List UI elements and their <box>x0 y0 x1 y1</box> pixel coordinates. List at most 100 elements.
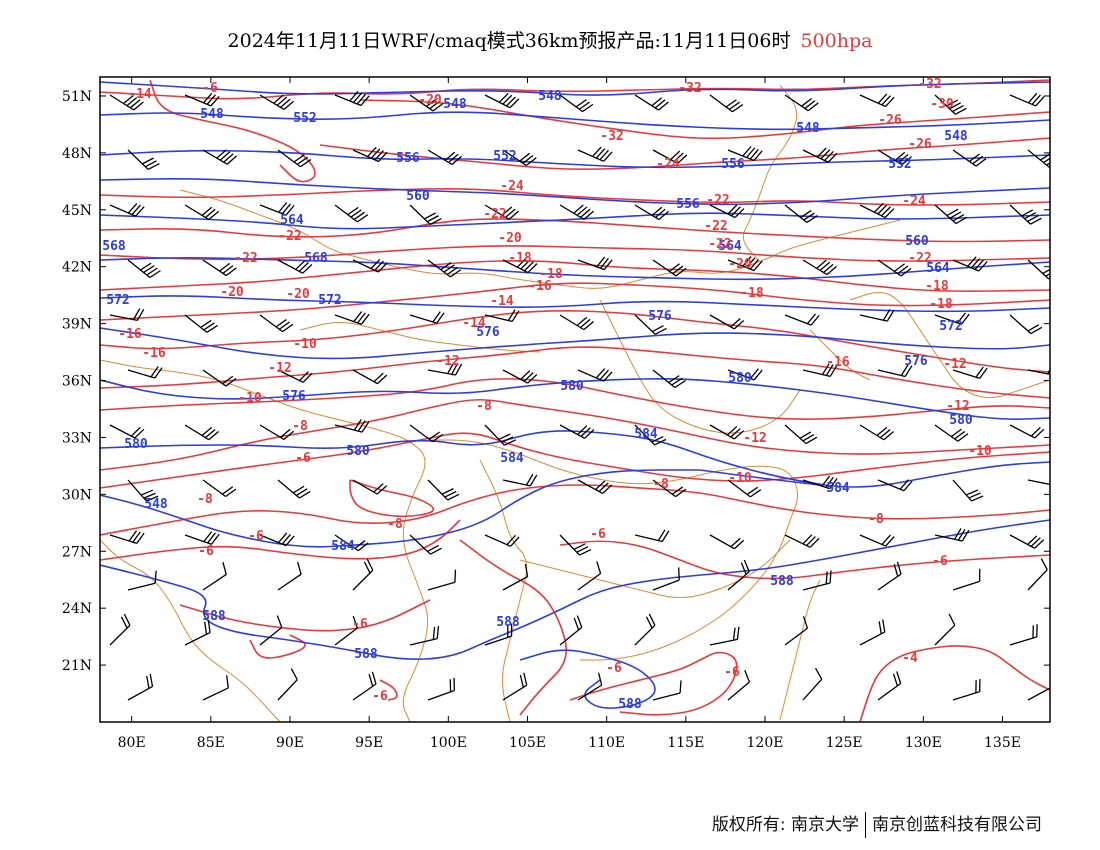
geographic-boundaries <box>100 84 1050 722</box>
boundary-line <box>100 359 428 722</box>
wind-barb <box>652 369 686 389</box>
wind-barb <box>577 672 603 701</box>
wind-barb <box>559 424 595 439</box>
height-contour-label: 576 <box>904 354 928 369</box>
longitude-labels: 80E 85E 90E 95E 100E 105E 110E 115E 120E 125E 130E… <box>118 735 1021 751</box>
wind-barb <box>259 314 294 333</box>
wind-barb <box>709 424 745 440</box>
wind-barb <box>634 314 667 335</box>
wind-barb <box>109 530 145 544</box>
height-contour-label: 564 <box>718 239 742 254</box>
wind-barb <box>1009 624 1038 646</box>
lat-label: 33N <box>62 430 92 446</box>
lon-label: 120E <box>747 735 784 751</box>
height-contour <box>100 519 1050 660</box>
wind-barb <box>109 308 145 321</box>
wind-barb <box>709 534 745 550</box>
temperature-contour-label: -14 <box>462 316 486 331</box>
height-contour-label: 576 <box>476 325 500 340</box>
temperature-contour <box>100 398 1050 471</box>
height-contour-label: 584 <box>826 481 850 496</box>
lat-label: 30N <box>62 487 92 503</box>
height-contour-label: 552 <box>888 157 911 172</box>
temperature-contour-label: -6 <box>248 529 264 544</box>
temperature-contour-label: -12 <box>743 431 766 446</box>
wind-barb <box>802 475 838 490</box>
title-main: 2024年11月11日WRF/cmaq模式36km预报产品:11月11日06时 <box>227 30 791 52</box>
wind-barb <box>277 259 313 274</box>
wind-barb <box>634 424 667 446</box>
wind-barb <box>127 570 157 591</box>
lon-label: 135E <box>984 735 1021 751</box>
temperature-contour-label: -20 <box>220 285 244 300</box>
temperature-contour-label: -16 <box>118 327 142 342</box>
boundary-line <box>809 329 871 381</box>
wind-barb <box>184 204 220 221</box>
wind-barb <box>877 479 913 492</box>
wind-barb <box>952 678 981 701</box>
boundary-line <box>849 292 1050 398</box>
lat-label: 27N <box>62 544 92 560</box>
temperature-contour-label: -12 <box>946 399 969 414</box>
height-contour-label: 556 <box>396 151 420 166</box>
lon-label: 95E <box>355 735 383 751</box>
map-title: 2024年11月11日WRF/cmaq模式36km预报产品:11月11日06时 5… <box>0 26 1100 53</box>
wind-barb <box>277 149 312 168</box>
temperature-contour-label: -10 <box>238 391 262 406</box>
wind-barb <box>409 94 444 112</box>
wind-barb <box>859 309 895 322</box>
temperature-contour-label: -16 <box>142 346 166 361</box>
height-contour-label: 576 <box>282 389 306 404</box>
temperature-contour-label: -8 <box>868 512 884 527</box>
wind-barb <box>634 204 670 221</box>
wind-barb <box>802 667 823 701</box>
lon-label: 100E <box>430 735 467 751</box>
wind-barb <box>352 258 388 273</box>
height-contour-label: 588 <box>354 647 378 662</box>
temperature-contour <box>559 540 1050 580</box>
wind-barb <box>427 259 462 278</box>
temperature-contour-label: -18 <box>539 267 563 282</box>
wind-barb <box>1027 558 1048 591</box>
wind-barb <box>409 204 442 225</box>
lon-label: 85E <box>197 735 225 751</box>
wind-barb <box>484 534 520 547</box>
wind-barb <box>559 204 595 220</box>
credit-divider <box>865 812 866 838</box>
temperature-contour-label: -22 <box>278 229 301 244</box>
wind-barb <box>259 615 283 646</box>
lat-label: 21N <box>62 658 92 674</box>
wind-barb <box>634 94 669 111</box>
temperature-contour <box>859 645 1050 722</box>
temperature-contour-label: -22 <box>708 237 731 252</box>
temperature-contour <box>349 479 435 518</box>
wind-barb <box>559 94 594 113</box>
wind-barb <box>859 93 895 108</box>
temperature-contour <box>100 282 1050 321</box>
wind-barb <box>352 146 388 163</box>
wind-barb <box>502 369 538 384</box>
temperature-contour-label: -4 <box>902 651 918 666</box>
boundary-line <box>100 539 281 722</box>
wind-barb <box>1009 314 1043 335</box>
lon-label: 115E <box>667 735 704 751</box>
temperature-contour <box>179 599 431 632</box>
wind-barb <box>652 259 687 277</box>
wind-barb <box>577 256 613 271</box>
height-contour-label: 548 <box>443 97 467 112</box>
wind-barb <box>709 94 744 113</box>
wind-barb <box>427 362 463 376</box>
wind-barb <box>952 366 988 380</box>
height-contour <box>100 256 1050 281</box>
wind-barb <box>334 90 370 107</box>
wind-barb <box>784 204 818 224</box>
wind-barb <box>184 314 218 333</box>
wind-barb <box>952 149 987 167</box>
wind-barb <box>784 94 819 112</box>
wind-barb <box>1009 204 1042 225</box>
temperature-contour-label: -8 <box>653 477 669 492</box>
wind-barb <box>484 92 520 109</box>
temperature-contour-label: -6 <box>198 544 214 559</box>
wind-barb <box>184 531 220 545</box>
